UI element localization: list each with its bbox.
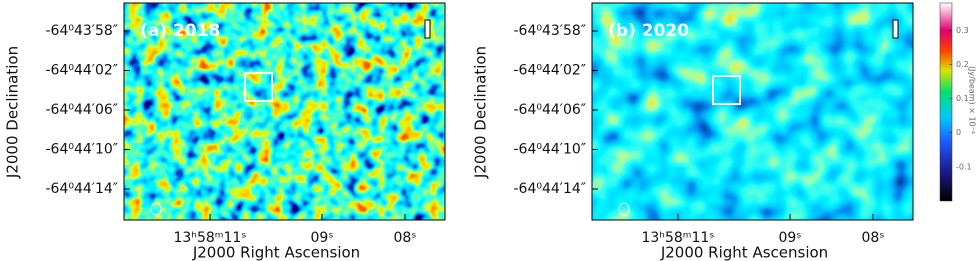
y-tick-label: -64⁰43′58″: [45, 23, 118, 39]
y-tick-label: -64⁰44′10″: [513, 142, 586, 158]
y-axis-title: J2000 Declination: [4, 46, 22, 179]
y-tick-label: -64⁰44′02″: [513, 63, 586, 79]
x-tick-label: 09ˢ: [310, 230, 333, 246]
y-tick-label: -64⁰43′58″: [513, 23, 586, 39]
sky-map: [124, 3, 445, 220]
y-tick-label: -64⁰44′14″: [513, 181, 586, 197]
colorbar-tick-label: 0: [956, 128, 961, 137]
scale-marker: [892, 19, 899, 39]
x-tick-label: 13ʰ58ᵐ11ˢ: [173, 230, 246, 246]
y-tick-label: -64⁰44′06″: [513, 102, 586, 118]
x-axis-title: J2000 Right Ascension: [660, 244, 828, 261]
y-tick-label: -64⁰44′10″: [45, 142, 118, 158]
y-tick-label: -64⁰44′06″: [45, 102, 118, 118]
map-frame: [123, 2, 446, 221]
y-axis-title: J2000 Declination: [472, 46, 490, 179]
x-axis-title: J2000 Right Ascension: [192, 244, 360, 261]
y-tick-label: -64⁰44′02″: [45, 63, 118, 79]
beam: [150, 202, 162, 216]
x-tick-label: 09ˢ: [778, 230, 801, 246]
source-box: [244, 72, 273, 102]
scale-marker: [424, 19, 431, 39]
colorbar: [939, 2, 953, 202]
colorbar-label: (Jy/beam) × 10⁻⁴: [968, 66, 977, 134]
y-tick-label: -64⁰44′14″: [45, 181, 118, 197]
source-box: [712, 75, 741, 105]
colorbar-tick-label: -0.1: [956, 162, 972, 171]
sky-map: [592, 3, 913, 220]
map-frame: [591, 2, 914, 221]
colorbar-tick-label: 0.2: [956, 60, 969, 69]
x-tick-label: 13ʰ58ᵐ11ˢ: [641, 230, 714, 246]
x-tick-label: 08ˢ: [861, 230, 884, 246]
colorbar-tick-label: 0.1: [956, 94, 969, 103]
beam: [618, 202, 630, 216]
colorbar-tick-label: 0.3: [956, 26, 969, 35]
panel-label: (b) 2020: [608, 21, 689, 41]
panel-label: (a) 2018: [140, 21, 220, 41]
x-tick-label: 08ˢ: [393, 230, 416, 246]
